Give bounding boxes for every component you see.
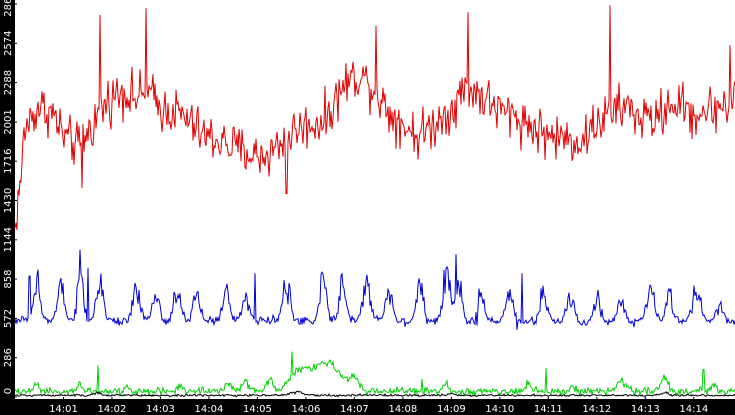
y-tick-label: 1430	[3, 188, 14, 213]
x-tick-label: 14:10	[485, 404, 514, 415]
x-tick-label: 14:06	[291, 404, 320, 415]
x-tick-label: 14:14	[679, 404, 708, 415]
x-tick-label: 14:08	[388, 404, 417, 415]
x-tick-label: 14:09	[437, 404, 466, 415]
x-tick-label: 14:02	[98, 404, 127, 415]
y-tick-label: 2288	[3, 70, 14, 95]
x-axis-ticks: 14:01 14:02 14:03 14:04 14:05 14:06 14:07 14:08…	[49, 397, 708, 415]
y-axis-ticks: 0 286 572 858 1144 1430 1716 2001 2288 2574 2860	[3, 0, 17, 398]
x-axis-band	[0, 399, 735, 415]
x-tick-label: 14:07	[340, 404, 369, 415]
series-line-2	[14, 249, 735, 330]
x-tick-label: 14:12	[582, 404, 611, 415]
y-tick-label: 2860	[3, 0, 14, 17]
x-tick-label: 14:11	[534, 404, 563, 415]
y-tick-label: 2574	[3, 31, 14, 56]
y-tick-label: 1144	[3, 227, 14, 252]
y-tick-label: 1716	[3, 148, 14, 173]
series-line-3	[14, 351, 735, 398]
y-tick-label: 858	[3, 270, 14, 289]
series-line-1	[14, 5, 735, 230]
series-layer	[14, 5, 735, 398]
x-tick-label: 14:03	[146, 404, 175, 415]
x-tick-label: 14:05	[243, 404, 272, 415]
x-tick-label: 14:04	[195, 404, 224, 415]
y-tick-label: 2001	[3, 109, 14, 134]
y-axis-band	[0, 0, 15, 415]
series-line-4	[14, 390, 735, 398]
y-tick-label: 0	[3, 388, 14, 394]
y-tick-label: 572	[3, 309, 14, 328]
y-tick-label: 286	[3, 348, 14, 367]
x-tick-label: 14:01	[49, 404, 78, 415]
x-tick-label: 14:13	[631, 404, 660, 415]
